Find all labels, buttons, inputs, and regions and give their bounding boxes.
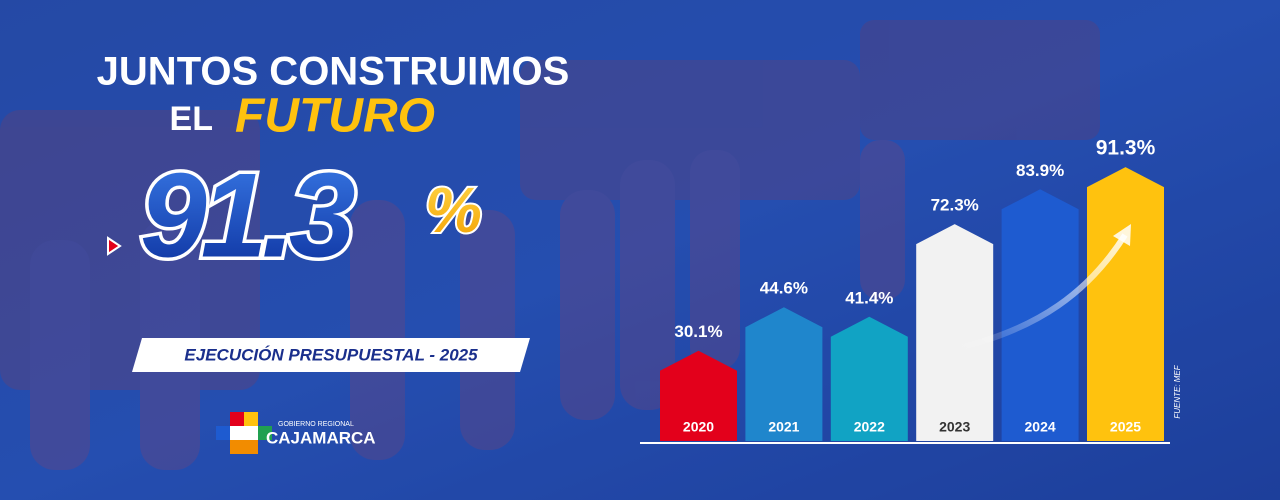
logo-name: CAJAMARCA <box>266 428 376 447</box>
bar <box>916 224 994 441</box>
logo-top: GOBIERNO REGIONAL <box>278 421 354 428</box>
value-label: 44.6% <box>760 279 808 298</box>
background-people <box>0 20 1100 470</box>
headline-unit: % <box>425 174 482 246</box>
x-tick-label: 2020 <box>683 419 714 435</box>
x-tick-label: 2024 <box>1025 419 1056 435</box>
logo-mark <box>216 412 272 454</box>
value-label: 30.1% <box>674 322 722 341</box>
bar <box>830 316 908 441</box>
trend-arrowhead <box>1113 224 1131 246</box>
x-tick-label: 2022 <box>854 419 885 435</box>
bar <box>660 350 737 441</box>
title-highlight: FUTURO <box>235 90 435 143</box>
pointer <box>107 236 122 256</box>
value-label: 83.9% <box>1016 161 1064 180</box>
value-label: 72.3% <box>931 196 979 215</box>
trend-arrow <box>949 233 1128 353</box>
title-line1: JUNTOS CONSTRUIMOS <box>97 50 570 94</box>
x-tick-label: 2021 <box>768 419 799 435</box>
x-tick-label: 2023 <box>939 419 970 435</box>
badge-text: EJECUCIÓN PRESUPUESTAL - 2025 <box>184 345 478 364</box>
headline-value: 91.3 <box>140 149 355 283</box>
bar <box>745 307 823 441</box>
x-tick-label: 2025 <box>1110 419 1141 435</box>
source-note: FUENTE: MEF <box>1173 364 1182 418</box>
badge-background <box>132 338 530 372</box>
bar <box>1087 167 1164 441</box>
value-label: 41.4% <box>845 288 893 307</box>
value-label: 91.3% <box>1096 137 1156 160</box>
title-prefix: EL <box>170 100 213 138</box>
